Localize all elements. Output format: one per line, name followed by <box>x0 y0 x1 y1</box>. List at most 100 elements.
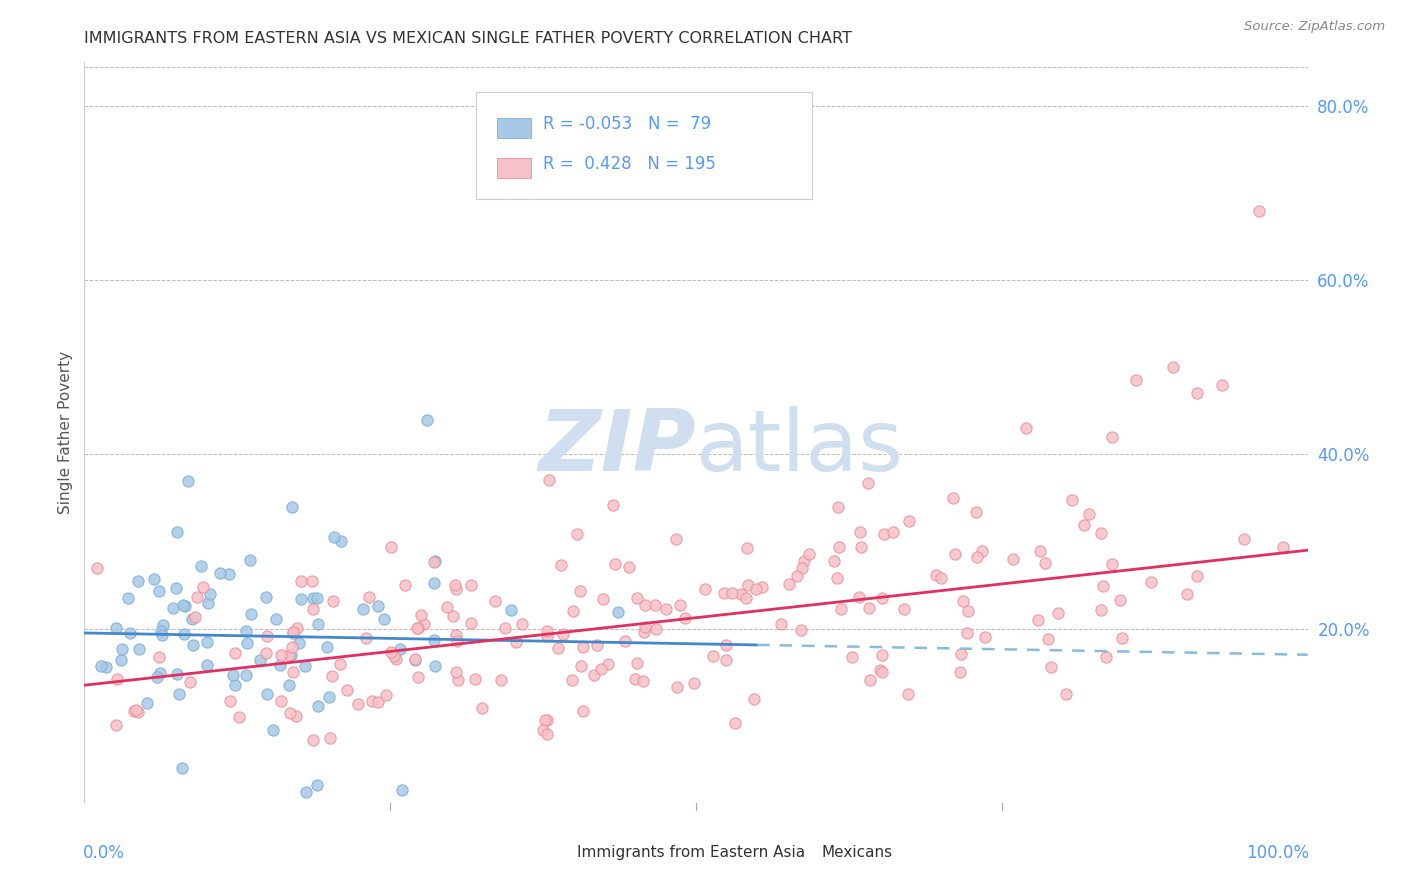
Point <box>354 632 377 646</box>
Point <box>224 646 246 660</box>
Point <box>582 668 605 682</box>
Point <box>128 641 150 656</box>
Point <box>380 540 402 554</box>
Point <box>669 598 692 612</box>
Point <box>228 710 250 724</box>
Point <box>1040 659 1063 673</box>
Point <box>184 610 207 624</box>
Point <box>254 591 277 605</box>
Point <box>361 694 384 708</box>
Point <box>94 659 117 673</box>
Point <box>323 530 346 544</box>
Point <box>682 675 704 690</box>
Point <box>634 599 657 613</box>
Point <box>256 646 278 660</box>
Point <box>380 644 402 658</box>
Point <box>1033 556 1056 570</box>
Point <box>236 636 259 650</box>
Point <box>931 571 953 585</box>
Point <box>423 633 446 648</box>
Point <box>197 657 219 672</box>
Point <box>135 696 157 710</box>
Point <box>270 694 292 708</box>
Point <box>197 596 219 610</box>
Point <box>956 605 979 619</box>
Point <box>425 659 447 673</box>
Point <box>193 580 215 594</box>
Text: 100.0%: 100.0% <box>1246 844 1309 862</box>
Point <box>278 648 301 663</box>
Point <box>301 591 323 605</box>
Point <box>592 592 614 607</box>
FancyBboxPatch shape <box>496 118 531 138</box>
Point <box>256 687 278 701</box>
Point <box>1140 574 1163 589</box>
Point <box>318 690 340 704</box>
Point <box>942 491 965 505</box>
Point <box>285 621 308 635</box>
Point <box>404 651 426 665</box>
Point <box>150 628 173 642</box>
Point <box>745 582 768 597</box>
Point <box>550 558 572 573</box>
Point <box>655 602 678 616</box>
Point <box>1211 377 1233 392</box>
Point <box>295 785 318 799</box>
Point <box>1125 373 1147 387</box>
Point <box>1026 613 1049 627</box>
Point <box>974 630 997 644</box>
Point <box>278 706 301 720</box>
Point <box>966 550 988 565</box>
Point <box>270 648 292 662</box>
Point <box>172 761 194 775</box>
Point <box>873 526 896 541</box>
Point <box>235 624 257 639</box>
Point <box>1175 587 1198 601</box>
Point <box>596 657 619 672</box>
Point <box>1002 552 1025 566</box>
Point <box>1232 532 1254 546</box>
Point <box>770 617 793 632</box>
Point <box>388 642 411 657</box>
Point <box>536 629 558 643</box>
Point <box>443 578 465 592</box>
Point <box>547 640 569 655</box>
Point <box>127 705 149 719</box>
Point <box>122 704 145 718</box>
Point <box>181 638 204 652</box>
Point <box>870 665 893 680</box>
Point <box>1015 421 1038 435</box>
Point <box>464 672 486 686</box>
Point <box>856 475 879 490</box>
Point <box>322 594 344 608</box>
Point <box>239 607 262 621</box>
Point <box>391 782 413 797</box>
Point <box>373 611 395 625</box>
Point <box>948 665 970 679</box>
Point <box>645 622 668 636</box>
Point <box>165 581 187 595</box>
Point <box>446 633 468 648</box>
Point <box>870 591 893 606</box>
Point <box>146 670 169 684</box>
Point <box>285 708 308 723</box>
Point <box>405 621 427 635</box>
Point <box>562 604 585 618</box>
Point <box>827 500 849 514</box>
Point <box>1028 544 1050 558</box>
Point <box>869 663 891 677</box>
Point <box>489 673 512 687</box>
Point <box>631 673 654 688</box>
Point <box>633 624 655 639</box>
Point <box>792 561 814 575</box>
Y-axis label: Single Father Poverty: Single Father Poverty <box>58 351 73 514</box>
Point <box>665 532 688 546</box>
Point <box>572 704 595 718</box>
Point <box>1111 632 1133 646</box>
Point <box>793 554 815 568</box>
Point <box>374 688 396 702</box>
Text: Mexicans: Mexicans <box>823 845 893 860</box>
Text: R =  0.428   N = 195: R = 0.428 N = 195 <box>543 155 716 173</box>
Point <box>367 599 389 613</box>
Text: ZIP: ZIP <box>538 406 696 489</box>
